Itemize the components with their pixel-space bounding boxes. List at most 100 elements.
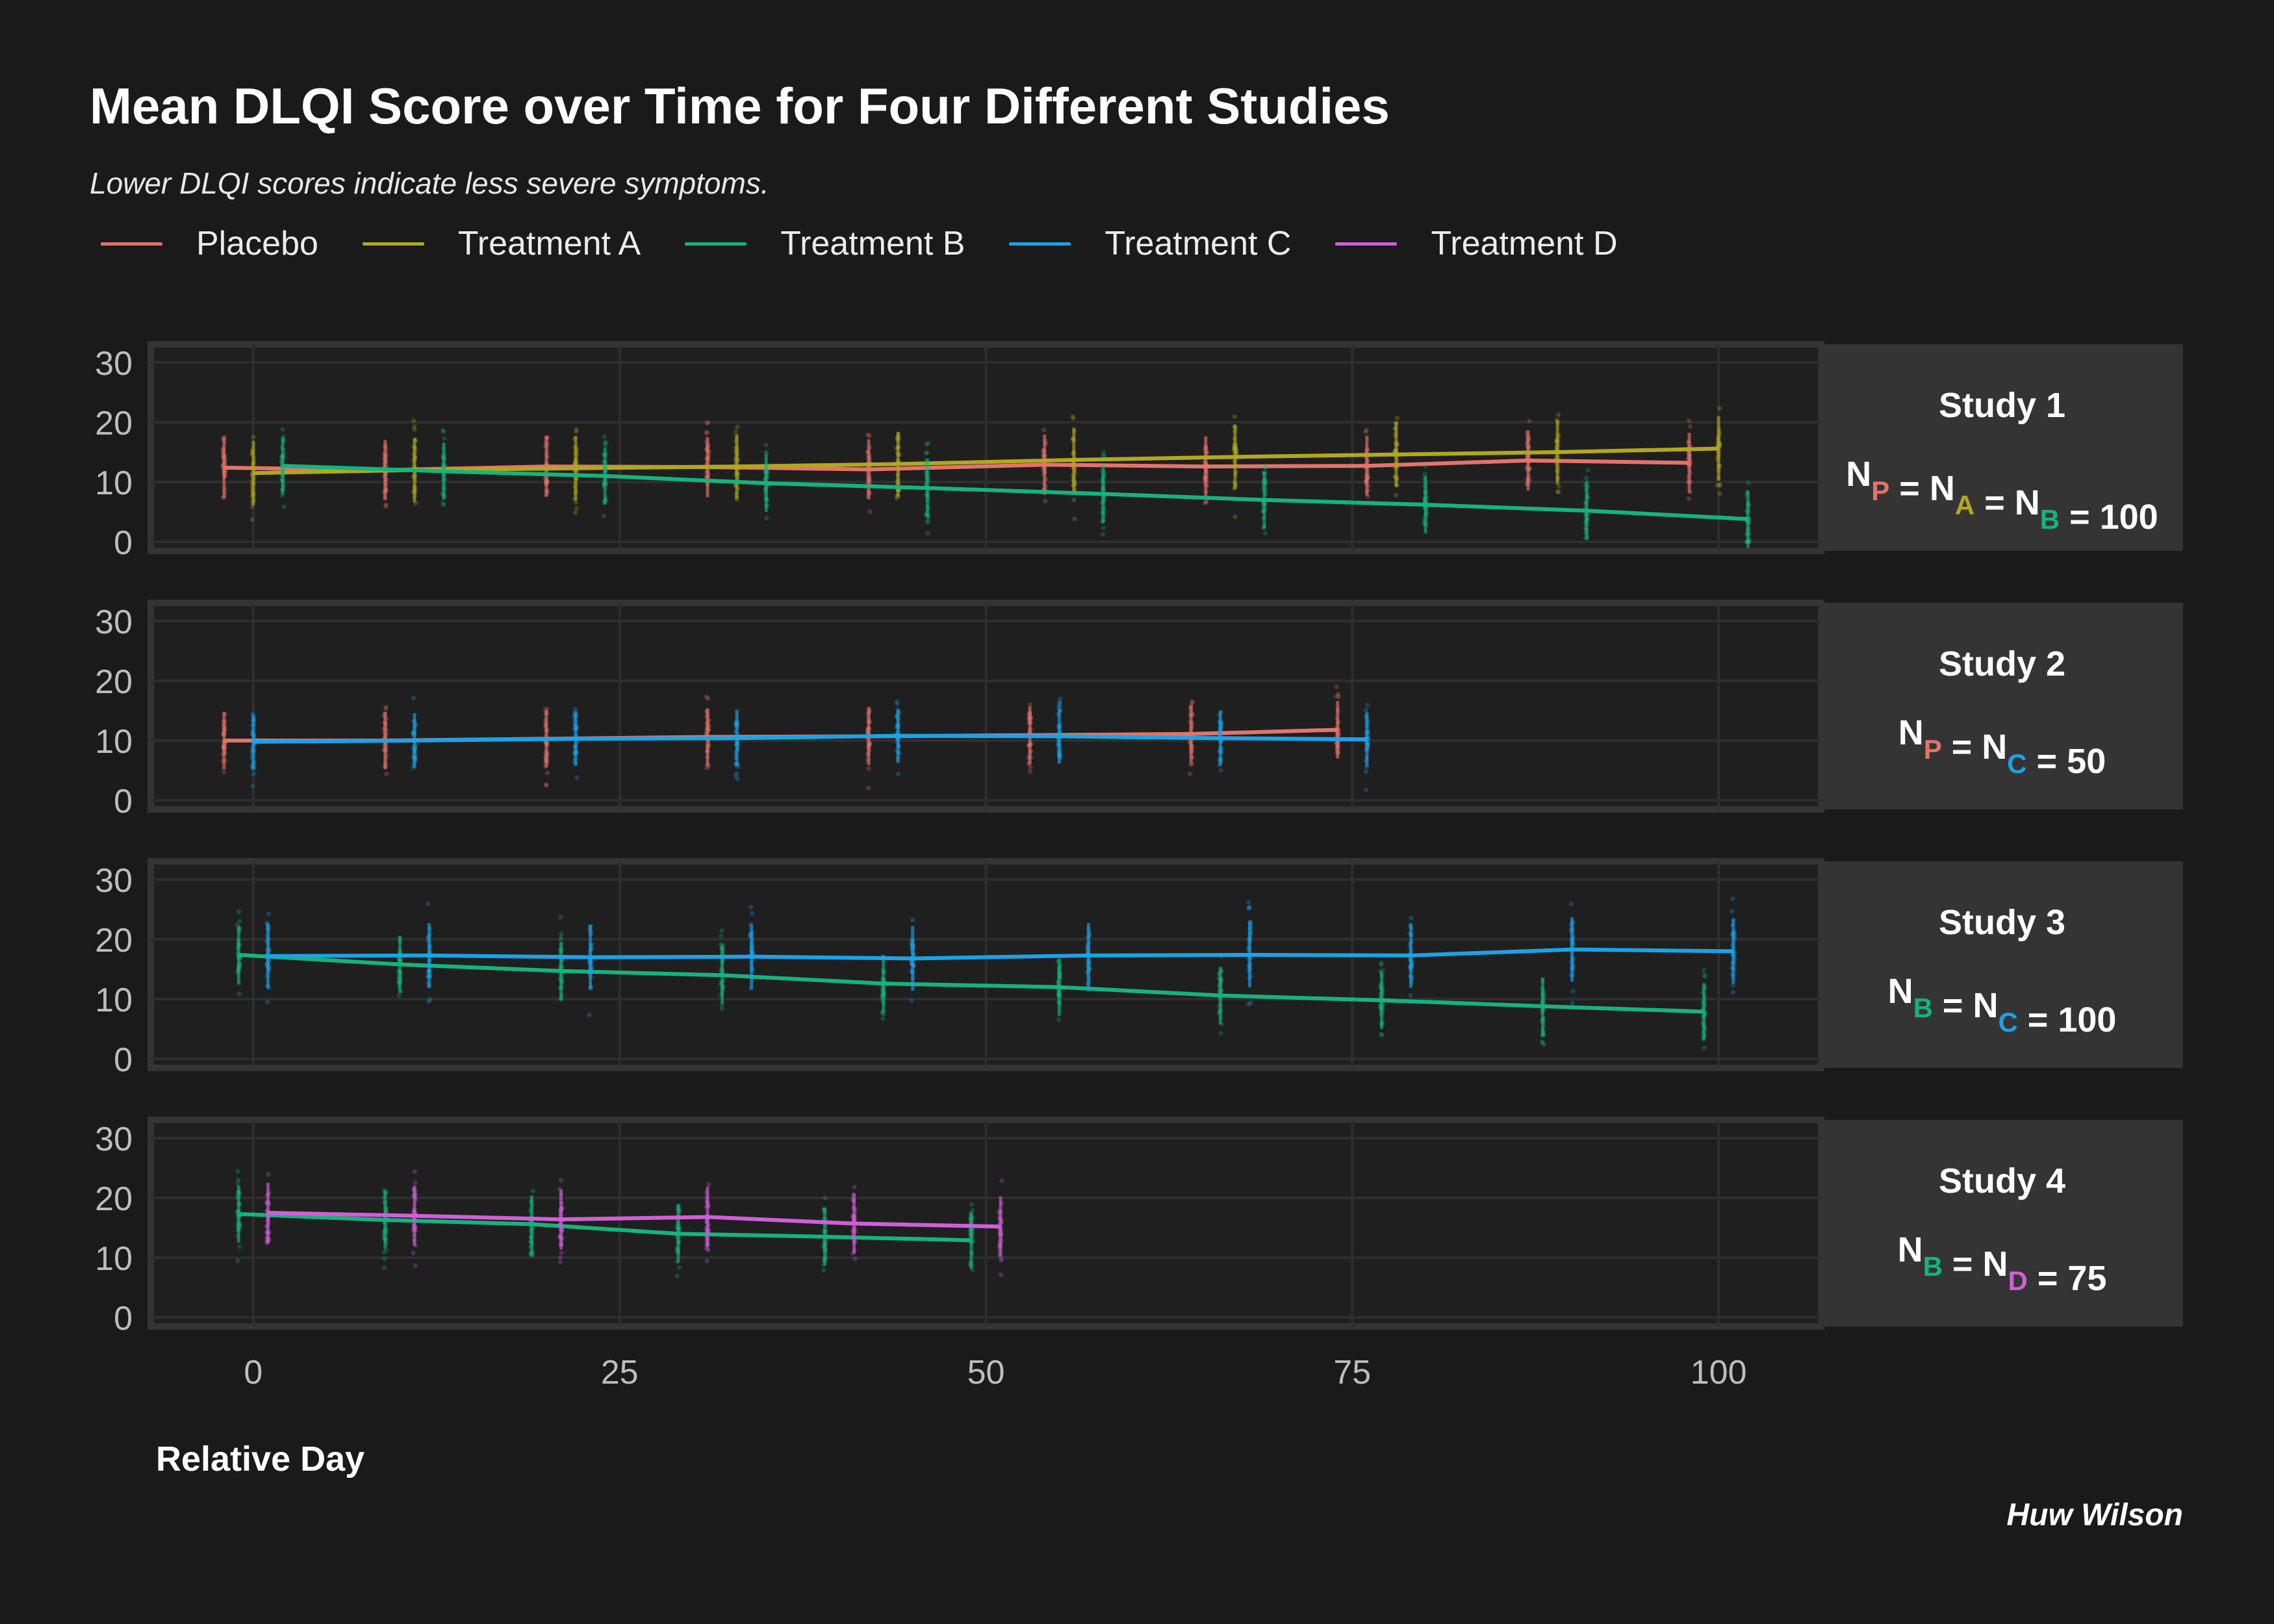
legend-label-placebo: Placebo (196, 225, 318, 262)
data-point (1262, 465, 1268, 470)
data-point (1071, 416, 1076, 421)
data-point (1585, 467, 1591, 473)
y-tick-label: 30 (95, 862, 133, 900)
data-point (1365, 702, 1370, 707)
series-treatment-b (279, 427, 1752, 548)
data-point (1334, 694, 1339, 699)
data-point (1246, 906, 1251, 911)
data-point (821, 1268, 826, 1273)
data-point (924, 450, 929, 456)
data-point (1043, 499, 1048, 504)
data-point (674, 1273, 680, 1278)
data-point (1188, 761, 1194, 767)
data-point (251, 434, 256, 440)
facet-title: Study 3 (1939, 903, 2065, 942)
data-point (895, 702, 900, 707)
y-tick-label: 20 (95, 663, 133, 701)
facet-n-label: NP = NC = 50 (1898, 713, 2106, 781)
data-point (603, 442, 608, 448)
data-point (867, 433, 872, 438)
data-point (1232, 414, 1237, 419)
data-point (852, 1184, 857, 1189)
data-point (382, 1256, 387, 1262)
data-point (1702, 1045, 1707, 1050)
data-point (235, 1180, 240, 1186)
data-point (1730, 982, 1736, 987)
legend: Placebo Treatment A Treatment B Treatmen… (101, 218, 1662, 270)
data-point (604, 439, 609, 444)
mean-line-treatment-c (253, 733, 1367, 744)
mean-line-treatment-c (268, 947, 1733, 961)
chart-subtitle: Lower DLQI scores indicate less severe s… (90, 166, 769, 200)
data-point (574, 775, 580, 780)
mean-line-treatment-d (268, 1211, 1001, 1229)
data-point (910, 917, 915, 922)
data-point (1336, 694, 1342, 700)
data-point (1363, 707, 1369, 713)
data-point (383, 705, 389, 710)
panel-3: 0 10 20 30 Study 3 NB = NC = 100 (95, 858, 2183, 1079)
data-point (1246, 905, 1251, 910)
data-point (925, 520, 930, 525)
data-point (970, 1267, 975, 1273)
data-point (706, 1182, 711, 1187)
data-point (250, 783, 255, 789)
data-point (1101, 450, 1106, 455)
legend-label-treatment-a: Treatment A (457, 225, 641, 262)
data-point (999, 1178, 1004, 1183)
data-point (237, 1245, 242, 1250)
x-axis-label: Relative Day (156, 1440, 365, 1478)
data-point (925, 518, 930, 523)
n-text: = N (1974, 483, 2040, 522)
panel-4: 0 10 20 30 Study 4 NB = ND = 75 (95, 1117, 2183, 1338)
legend-label-treatment-b: Treatment B (780, 225, 965, 262)
data-point (1730, 909, 1735, 914)
data-point (1570, 1000, 1575, 1006)
y-tick-label: 0 (114, 524, 133, 562)
data-point (249, 517, 255, 522)
data-point (1556, 489, 1561, 494)
data-point (969, 1202, 975, 1207)
data-point (411, 696, 416, 701)
legend-item-treatment-d: Treatment D (1335, 224, 1618, 263)
y-tick-label: 30 (95, 603, 133, 641)
data-point (925, 531, 930, 536)
data-point (1101, 526, 1106, 531)
data-point (925, 440, 931, 446)
data-point (1100, 532, 1105, 537)
data-point (865, 432, 871, 437)
y-tick-label: 0 (114, 783, 133, 820)
data-point (1218, 1031, 1223, 1036)
mean-line-treatment-b (282, 464, 1748, 522)
data-point (867, 509, 873, 514)
data-point (426, 901, 431, 906)
y-tick-label: 0 (114, 1041, 133, 1079)
data-point (383, 706, 388, 711)
data-point (1379, 962, 1384, 967)
data-point (543, 783, 549, 788)
data-point (235, 922, 240, 928)
series-treatment-b (235, 1169, 975, 1278)
data-point (1702, 974, 1707, 979)
data-point (441, 427, 446, 433)
data-point (413, 1180, 418, 1186)
data-point (719, 933, 724, 939)
n-text: N (1846, 455, 1871, 494)
data-point (559, 931, 564, 936)
data-point (529, 1252, 534, 1258)
data-point (763, 442, 769, 448)
data-point (1334, 684, 1339, 690)
x-tick-label: 75 (1333, 1354, 1371, 1391)
data-point (1422, 472, 1427, 477)
data-point (1717, 491, 1722, 496)
data-point (264, 999, 270, 1004)
data-point (236, 991, 242, 996)
data-point (412, 1169, 417, 1174)
data-point (866, 785, 871, 791)
data-point (1717, 482, 1722, 487)
data-point (999, 1256, 1004, 1261)
n-text: N (1898, 1230, 1923, 1269)
data-point (1363, 769, 1368, 774)
data-point (719, 942, 724, 947)
data-point (601, 513, 606, 519)
